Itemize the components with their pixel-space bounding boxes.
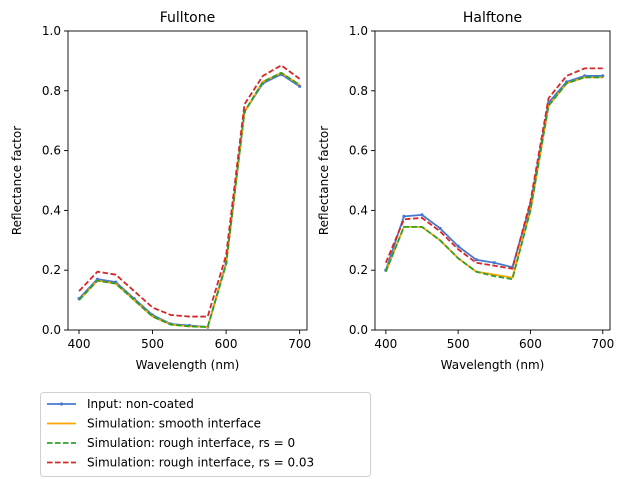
legend-label-3: Simulation: rough interface, rs = 0.03 <box>87 456 314 470</box>
series-line-2 <box>385 76 603 281</box>
legend-marker <box>59 402 64 406</box>
chart-0: 400 500 600 700 0.0 0.2 0.4 0.6 0.8 1.0 Fulltone Wa… <box>10 10 311 372</box>
chart-1: 400 500 600 700 0.0 0.2 0.4 0.6 0.8 1.0 Halftone Wa… <box>317 10 614 372</box>
legend-label-2: Simulation: rough interface, rs = 0 <box>87 436 295 450</box>
series-line-3 <box>78 64 301 318</box>
series-line-1 <box>385 76 603 279</box>
data-point <box>438 226 442 230</box>
y-tick-label: 0.2 <box>42 263 61 277</box>
legend-box <box>40 392 371 477</box>
y-tick-label: 0.8 <box>349 84 368 98</box>
x-tick-label: 400 <box>68 337 91 351</box>
x-axis-label: Wavelength (nm) <box>441 358 545 372</box>
y-tick-label: 0.6 <box>349 144 368 158</box>
y-axis-label: Reflectance factor <box>317 126 331 235</box>
x-tick-label: 500 <box>447 337 470 351</box>
y-tick-label: 0.6 <box>42 144 61 158</box>
y-tick-label: 0.2 <box>349 263 368 277</box>
y-tick-label: 0.4 <box>349 203 368 217</box>
series-line-1 <box>78 71 301 328</box>
x-tick-label: 400 <box>374 337 397 351</box>
y-tick-label: 0.0 <box>42 323 61 337</box>
x-tick-label: 600 <box>215 337 238 351</box>
series-line-0 <box>78 73 301 328</box>
series-line-2 <box>78 71 301 328</box>
series-line-0 <box>384 74 603 271</box>
legend-label-0: Input: non-coated <box>87 397 194 411</box>
y-tick-label: 0.4 <box>42 203 61 217</box>
y-axis-label: Reflectance factor <box>10 126 24 235</box>
x-axis-label: Wavelength (nm) <box>136 358 240 372</box>
x-tick-label: 600 <box>519 337 542 351</box>
x-tick-label: 700 <box>591 337 614 351</box>
plot-frame <box>374 30 611 331</box>
data-point <box>456 244 460 248</box>
series-line-3 <box>385 67 603 270</box>
y-tick-label: 0.8 <box>42 84 61 98</box>
legend: Input: non-coated Simulation: smooth inte… <box>40 392 371 477</box>
data-point <box>298 84 302 88</box>
plot-frame <box>67 30 308 331</box>
y-tick-label: 0.0 <box>349 323 368 337</box>
legend-label-1: Simulation: smooth interface <box>87 417 261 431</box>
data-point <box>474 258 478 262</box>
data-point <box>492 261 496 265</box>
chart-title: Fulltone <box>160 10 215 26</box>
x-tick-label: 700 <box>288 337 311 351</box>
y-tick-label: 1.0 <box>349 24 368 38</box>
x-tick-label: 500 <box>141 337 164 351</box>
y-tick-label: 1.0 <box>42 24 61 38</box>
chart-title: Halftone <box>463 10 522 26</box>
data-point <box>402 214 406 218</box>
data-point <box>420 213 424 217</box>
